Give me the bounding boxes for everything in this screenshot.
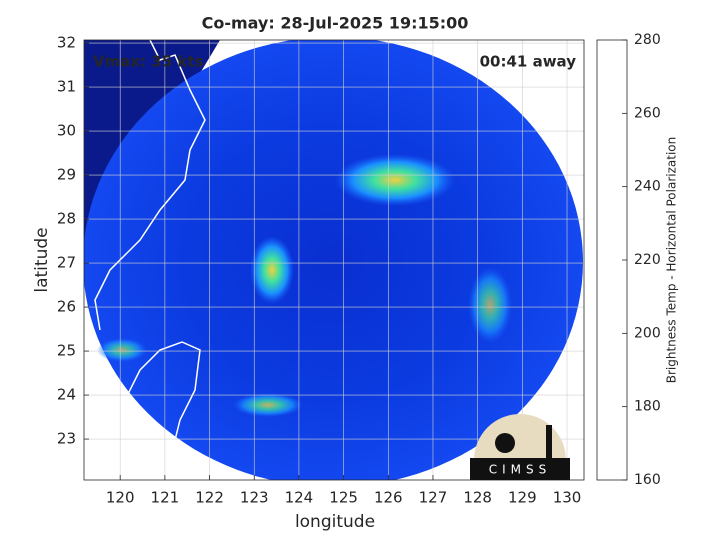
y-tick-label: 28 (57, 210, 76, 228)
x-tick-label: 127 (419, 489, 448, 507)
colorbar-tick-label: 220 (634, 252, 661, 268)
y-tick-label: 26 (57, 298, 76, 316)
y-tick-label: 30 (57, 122, 76, 140)
x-tick-label: 129 (508, 489, 537, 507)
y-tick-label: 32 (57, 34, 76, 52)
colorbar-tick-label: 260 (634, 105, 661, 121)
annotation: 00:41 away (480, 53, 577, 71)
x-tick-label: 130 (553, 489, 582, 507)
y-axis-label: latitude (32, 227, 52, 292)
image-layer (84, 40, 584, 480)
convection (468, 267, 512, 343)
y-tick-label: 23 (57, 430, 76, 448)
colorbar-tick-label: 200 (634, 325, 661, 341)
colorbar-tick-label: 180 (634, 399, 661, 415)
convection (250, 236, 294, 304)
colorbar-label: Brightness Temp - Horizontal Polarizatio… (665, 137, 679, 384)
convection (335, 154, 455, 206)
title: Co-may: 28-Jul-2025 19:15:00 (202, 14, 469, 33)
convection (97, 338, 147, 362)
logo-text: CIMSS (489, 463, 552, 477)
x-tick-label: 124 (285, 489, 314, 507)
x-tick-label: 123 (240, 489, 269, 507)
y-tick-label: 31 (57, 78, 76, 96)
colorbar-tick-label: 240 (634, 179, 661, 195)
logo-dish (495, 433, 515, 453)
annotation: Vmax: 35 kts (93, 53, 203, 71)
logo-tower (546, 425, 552, 460)
x-tick-label: 128 (463, 489, 492, 507)
y-tick-label: 25 (57, 342, 76, 360)
colorbar-tick-label: 160 (634, 472, 661, 488)
x-tick-label: 121 (151, 489, 180, 507)
axes: 120 121 122 123 124 125 126 127 128 129 130 23 24 25 2… (57, 34, 584, 507)
coastline (94, 40, 584, 479)
x-tick-label: 120 (106, 489, 135, 507)
y-tick-label: 24 (57, 386, 76, 404)
plot-frame (83, 39, 585, 481)
y-tick-label: 29 (57, 166, 76, 184)
x-tick-label: 125 (329, 489, 358, 507)
logo: CIMSS (470, 414, 570, 480)
x-tick-label: 122 (195, 489, 224, 507)
y-tick-label: 27 (57, 254, 76, 272)
x-tick-label: 126 (374, 489, 403, 507)
x-axis-label: longitude (295, 512, 375, 532)
logo-band (470, 458, 570, 480)
colorbar-tick-label: 280 (634, 32, 661, 48)
convection (233, 393, 303, 417)
swath (84, 40, 583, 480)
